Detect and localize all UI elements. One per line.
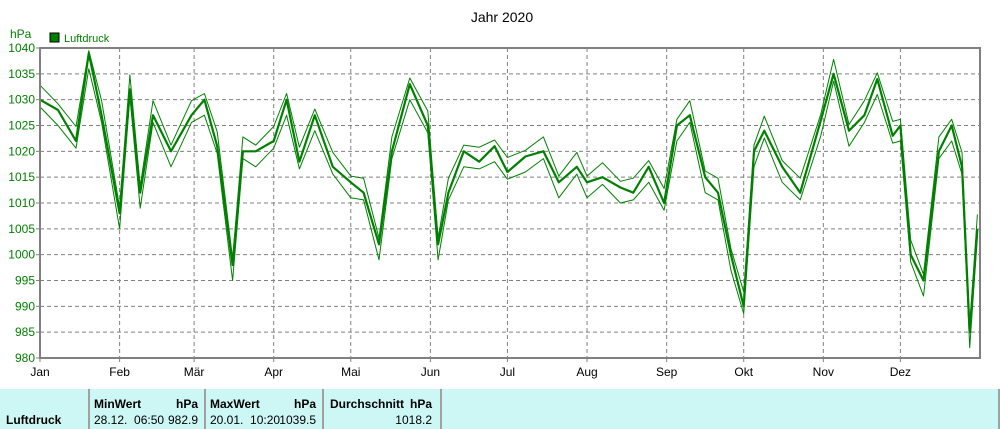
svg-text:Mai: Mai [341,365,360,379]
stats-max-cell: MaxWert hPa 20.01. 10:20 1039.5 [206,389,324,429]
svg-text:Sep: Sep [656,365,678,379]
stats-table: Luftdruck MinWert hPa 28.12. 06:50 982.9… [0,389,1000,429]
svg-text:990: 990 [15,299,35,313]
svg-text:1035: 1035 [8,67,35,81]
svg-text:Jan: Jan [30,365,49,379]
stats-series-name: Luftdruck [6,413,62,427]
chart-title: Jahr 2020 [471,9,533,25]
svg-text:Apr: Apr [264,365,283,379]
svg-text:995: 995 [15,274,35,288]
x-axis-ticks: Jan Feb Mär Apr Mai Jun Jul Aug Sep Okt Nov Dez [30,358,911,379]
avg-value: 1018.2 [395,413,432,427]
svg-text:1005: 1005 [8,222,35,236]
svg-text:Jun: Jun [421,365,440,379]
svg-text:Feb: Feb [109,365,130,379]
svg-text:1025: 1025 [8,119,35,133]
avg-header: Durchschnitt [330,397,405,411]
stats-empty-cell [442,389,1000,429]
series-luftdruck [39,50,979,349]
max-date-time: 20.01. 10:20 [210,413,281,427]
max-value: 1039.5 [279,413,316,427]
svg-text:1015: 1015 [8,170,35,184]
svg-text:Aug: Aug [576,365,597,379]
svg-text:Okt: Okt [734,365,753,379]
svg-text:1020: 1020 [8,144,35,158]
svg-text:1010: 1010 [8,196,35,210]
avg-unit: hPa [409,397,432,411]
svg-text:1030: 1030 [8,93,35,107]
stats-series-cell: Luftdruck [0,389,90,429]
stats-avg-cell: Durchschnitt hPa 1018.2 [324,389,442,429]
grid-lines [40,48,980,358]
legend-swatch-icon [49,32,60,43]
min-value: 982.9 [167,413,198,427]
y-axis-ticks: 980 985 990 995 1000 1005 1010 1015 1020 1025 1030… [8,41,40,365]
svg-text:980: 980 [15,351,35,365]
svg-text:Nov: Nov [813,365,834,379]
min-date-time: 28.12. 06:50 [94,413,165,427]
svg-text:Dez: Dez [890,365,911,379]
svg-text:Jul: Jul [500,365,515,379]
stats-min-cell: MinWert hPa 28.12. 06:50 982.9 [90,389,206,429]
svg-text:985: 985 [15,325,35,339]
min-header: MinWert [94,397,142,411]
svg-text:1000: 1000 [8,248,35,262]
plot-frame [39,47,981,359]
svg-text:Mär: Mär [184,365,205,379]
max-header: MaxWert [210,397,260,411]
svg-text:1040: 1040 [8,41,35,55]
pressure-chart: Jahr 2020 hPa Luftdruck 980 985 990 995 1000… [8,9,981,379]
min-unit: hPa [175,397,198,411]
legend-label: Luftdruck [64,33,110,45]
y-axis-unit: hPa [10,27,32,41]
max-unit: hPa [293,397,316,411]
